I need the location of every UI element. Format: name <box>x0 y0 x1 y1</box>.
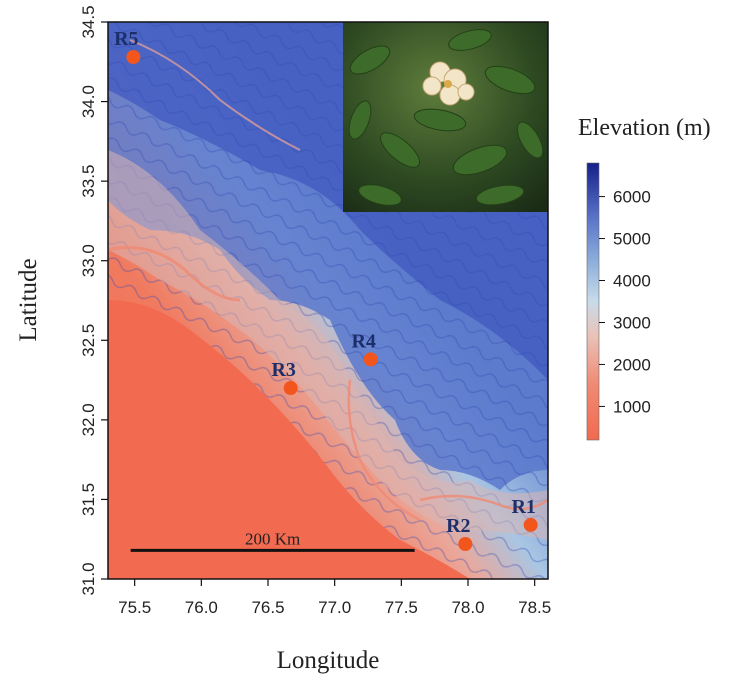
site-label-r3: R3 <box>271 359 295 381</box>
legend-tick-label: 4000 <box>613 272 651 291</box>
x-tick-label: 77.5 <box>385 598 418 617</box>
site-marker-r5 <box>126 50 141 65</box>
legend-colorbar <box>586 162 600 441</box>
scale-bar-label: 200 Km <box>245 529 300 548</box>
y-tick-label: 31.0 <box>79 562 98 595</box>
y-tick-label: 32.0 <box>79 403 98 436</box>
legend-tick-label: 1000 <box>613 397 651 416</box>
y-axis: 31.0 31.5 32.0 32.5 33.0 33.5 34.0 34.5 <box>79 5 108 596</box>
legend-tick-label: 5000 <box>613 230 651 249</box>
x-axis: 75.5 76.0 76.5 77.0 77.5 78.0 78.5 <box>118 579 551 617</box>
site-label-r1: R1 <box>511 496 535 518</box>
site-markers: R1 R2 R3 R4 R5 <box>114 28 538 551</box>
legend-tick-label: 6000 <box>613 188 651 207</box>
x-axis-title: Longitude <box>277 647 380 674</box>
plot-frame <box>107 21 549 580</box>
x-tick-label: 75.5 <box>118 598 151 617</box>
site-marker-r2 <box>458 536 473 551</box>
x-tick-label: 76.0 <box>185 598 218 617</box>
elevation-legend: Elevation (m) 1000 2000 3000 4000 5000 6000 <box>578 115 711 441</box>
y-tick-label: 31.5 <box>79 483 98 516</box>
site-label-r5: R5 <box>114 28 138 50</box>
site-marker-r3 <box>283 381 298 396</box>
site-marker-r4 <box>363 352 378 367</box>
site-label-r2: R2 <box>446 515 470 537</box>
scale-bar: 200 Km <box>130 529 415 552</box>
site-label-r4: R4 <box>351 330 375 352</box>
rhododendron-photo-inset <box>343 22 548 212</box>
x-tick-label: 78.5 <box>518 598 551 617</box>
site-marker-r1 <box>523 517 538 532</box>
legend-title: Elevation (m) <box>578 115 711 141</box>
y-tick-label: 32.5 <box>79 324 98 357</box>
y-axis-title: Latitude <box>15 258 42 341</box>
legend-tick-label: 2000 <box>613 355 651 374</box>
y-tick-label: 33.5 <box>79 165 98 198</box>
x-tick-label: 77.0 <box>318 598 351 617</box>
y-tick-label: 34.5 <box>79 5 98 38</box>
y-tick-label: 34.0 <box>79 85 98 118</box>
x-tick-label: 76.5 <box>251 598 284 617</box>
y-tick-label: 33.0 <box>79 244 98 277</box>
x-tick-label: 78.0 <box>451 598 484 617</box>
legend-tick-label: 3000 <box>613 313 651 332</box>
